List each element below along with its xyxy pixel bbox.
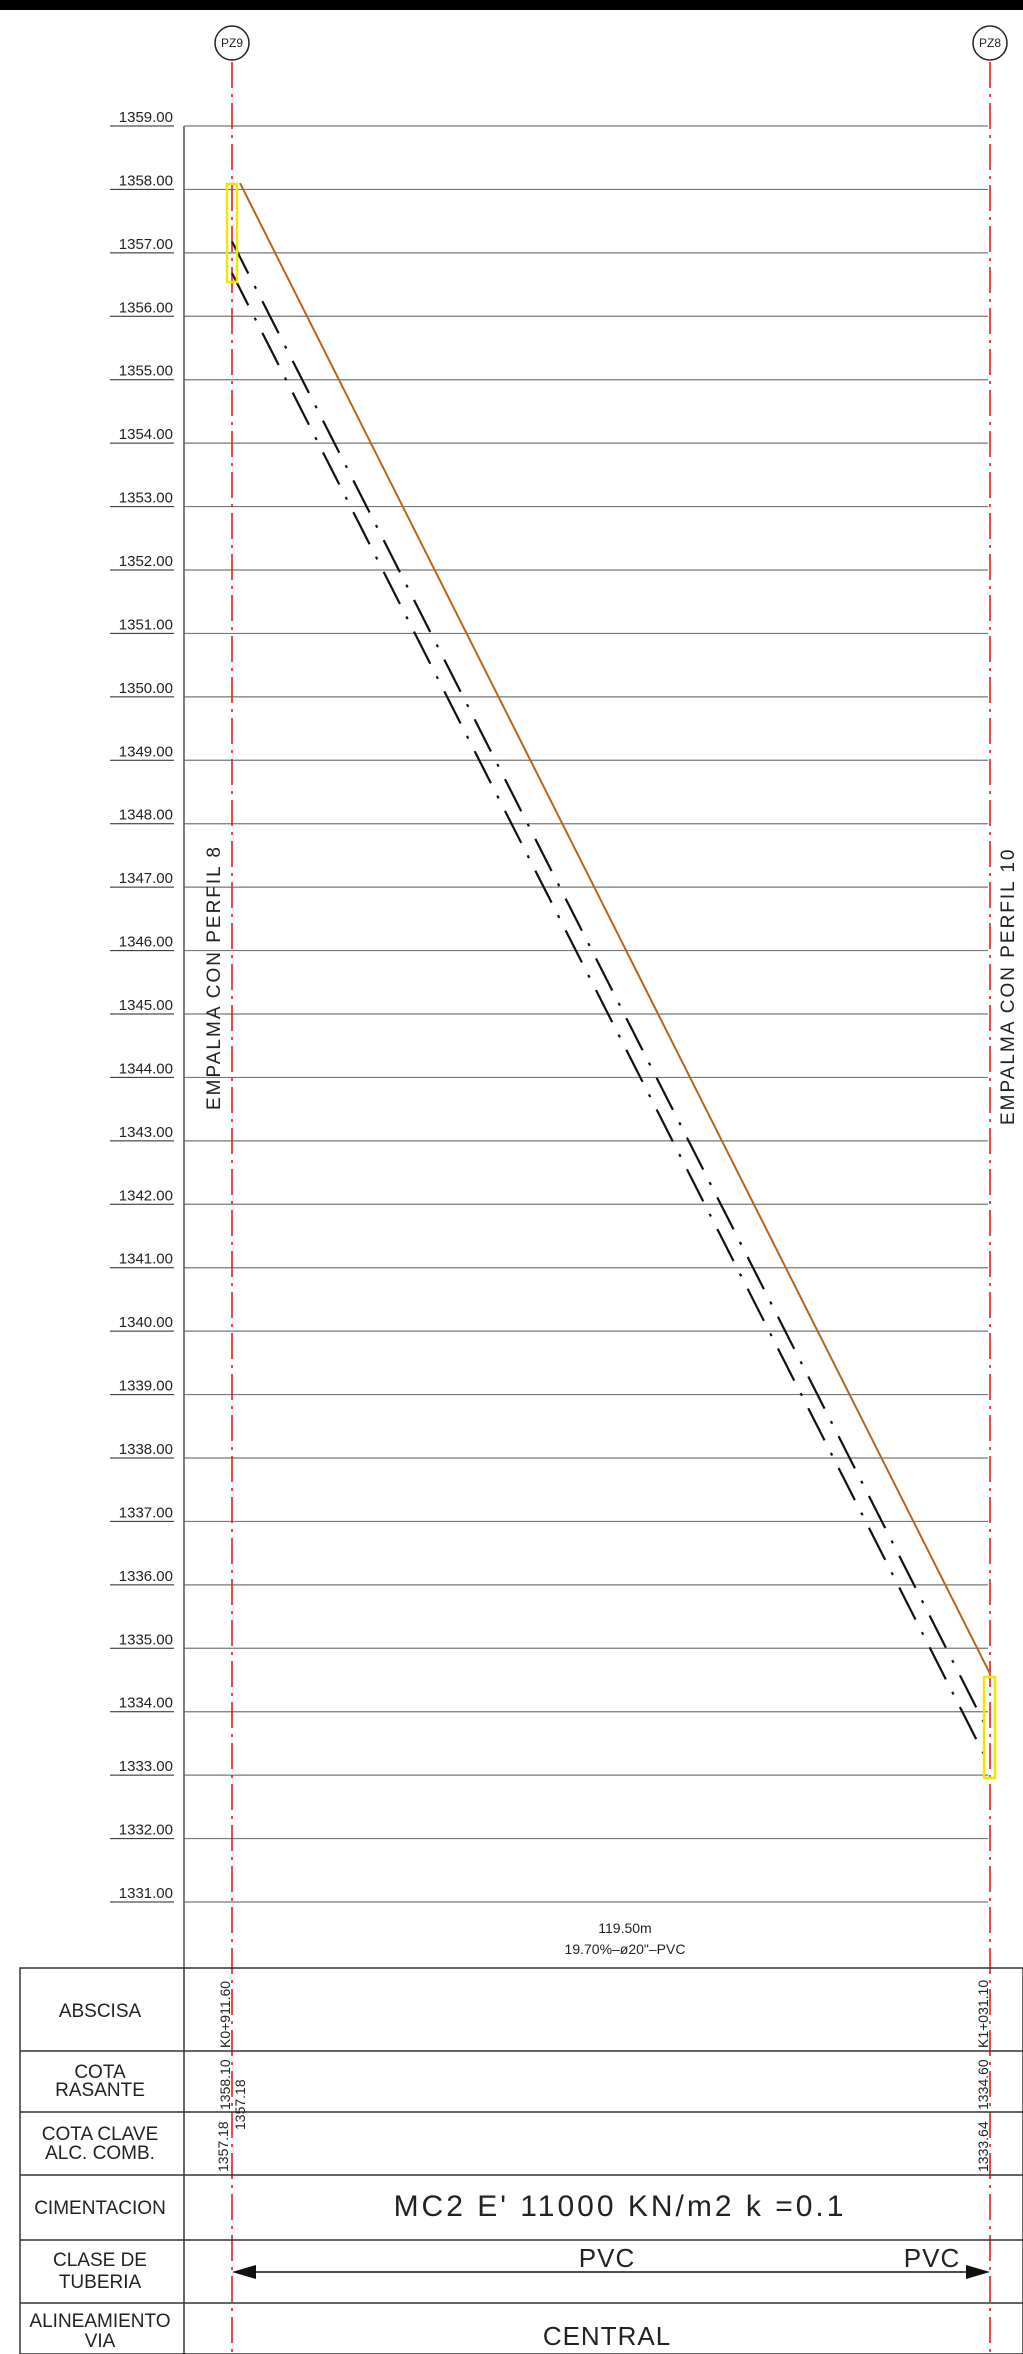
row-label-cota-rasante-2: RASANTE <box>55 2080 145 2101</box>
elevation-label: 1357.00 <box>119 236 173 253</box>
elevation-label: 1348.00 <box>119 807 173 824</box>
row-label-cimentacion: CIMENTACION <box>34 2198 166 2219</box>
row-label-cota-rasante-1: COTA <box>74 2062 126 2083</box>
elevation-label: 1345.00 <box>119 997 173 1014</box>
elevation-label: 1343.00 <box>119 1124 173 1141</box>
elevation-label: 1336.00 <box>119 1568 173 1585</box>
cota-clave-left: 1357.18 <box>215 2121 231 2172</box>
cota-rasante-left: 1358.10 <box>217 2059 233 2110</box>
segment-length: 119.50m <box>598 1920 651 1936</box>
elevation-label: 1351.00 <box>119 616 173 633</box>
elevation-label: 1355.00 <box>119 363 173 380</box>
pipe-crown-line <box>231 240 991 1736</box>
row-label-alineamiento-1: ALINEAMIENTO <box>29 2311 170 2332</box>
well-box-left <box>225 182 239 284</box>
elevation-label: 1347.00 <box>119 870 173 887</box>
abscisa-right: K1+031.10 <box>975 1980 991 2048</box>
segment-spec: 19.70%–ø20"–PVC <box>565 1941 686 1957</box>
clase-tuberia-center: PVC <box>579 2243 635 2273</box>
row-label-clase-1: CLASE DE <box>53 2250 147 2271</box>
well-id-left: PZ9 <box>221 36 243 50</box>
elevation-label: 1352.00 <box>119 553 173 570</box>
profile-lines <box>231 182 991 1767</box>
well-box-right <box>982 1675 997 1780</box>
tuberia-arrow-right <box>966 2265 990 2279</box>
alc-comb-left: 1357.18 <box>232 2079 248 2130</box>
well-id-right: PZ8 <box>979 36 1001 50</box>
well-marker-left[interactable]: PZ9 <box>214 25 250 61</box>
cota-rasante-right: 1334.60 <box>975 2059 991 2110</box>
elevation-label: 1350.00 <box>119 680 173 697</box>
elevation-labels: 1359.00 1358.00 1357.00 1356.00 1355.00 1354.… <box>110 109 174 1903</box>
abscisa-left: K0+911.60 <box>217 1981 233 2048</box>
row-label-alineamiento-2: VIA <box>85 2331 116 2352</box>
elevation-label: 1340.00 <box>119 1314 173 1331</box>
tuberia-arrow-left <box>232 2265 256 2279</box>
elevation-label: 1333.00 <box>119 1758 173 1775</box>
elevation-grid <box>184 125 988 1903</box>
elevation-label: 1339.00 <box>119 1378 173 1395</box>
row-label-cota-clave-1: COTA CLAVE <box>42 2124 159 2145</box>
elevation-label: 1338.00 <box>119 1441 173 1458</box>
elevation-label: 1341.00 <box>119 1251 173 1268</box>
rasante-line <box>239 182 991 1675</box>
elevation-label: 1359.00 <box>119 109 173 126</box>
elevation-label: 1337.00 <box>119 1504 173 1521</box>
elevation-label: 1353.00 <box>119 490 173 507</box>
top-border <box>0 0 1023 10</box>
elevation-label: 1358.00 <box>119 172 173 189</box>
elevation-label: 1346.00 <box>119 934 173 951</box>
elevation-label: 1342.00 <box>119 1187 173 1204</box>
cimentacion-value: MC2 E' 11000 KN/m2 k =0.1 <box>394 2190 847 2223</box>
alineamiento-value: CENTRAL <box>543 2321 671 2351</box>
cota-clave-right: 1333.64 <box>975 2121 991 2172</box>
elevation-label: 1332.00 <box>119 1822 173 1839</box>
row-label-abscisa: ABSCISA <box>59 2001 142 2022</box>
side-note-right: EMPALMA CON PERFIL 10 <box>998 848 1019 1125</box>
elevation-label: 1354.00 <box>119 426 173 443</box>
elevation-label: 1334.00 <box>119 1695 173 1712</box>
elevation-label: 1344.00 <box>119 1060 173 1077</box>
pipe-invert-line <box>231 272 991 1767</box>
row-label-cota-clave-2: ALC. COMB. <box>45 2143 155 2164</box>
elevation-label: 1356.00 <box>119 299 173 316</box>
well-marker-right[interactable]: PZ8 <box>972 25 1008 61</box>
data-table <box>19 1967 1023 2354</box>
elevation-label: 1331.00 <box>119 1885 173 1902</box>
elevation-label: 1349.00 <box>119 743 173 760</box>
side-note-left: EMPALMA CON PERFIL 8 <box>204 845 225 1110</box>
clase-tuberia-right: PVC <box>904 2243 960 2273</box>
row-label-clase-2: TUBERIA <box>59 2272 142 2293</box>
elevation-label: 1335.00 <box>119 1631 173 1648</box>
